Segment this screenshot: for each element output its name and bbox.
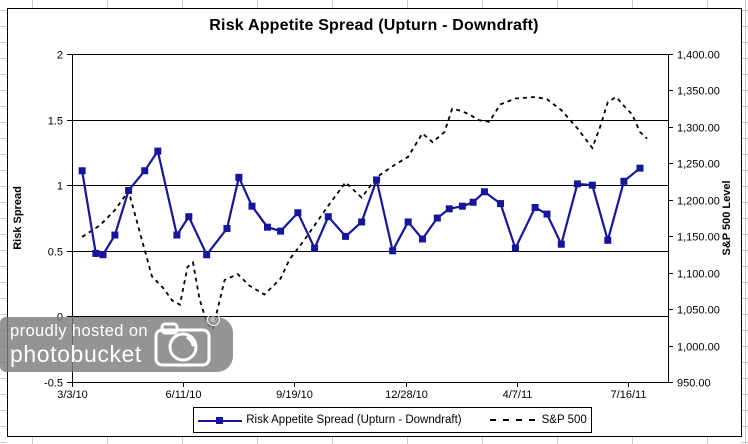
svg-text:1,050.00: 1,050.00 — [677, 305, 720, 317]
svg-text:12/28/10: 12/28/10 — [385, 389, 428, 401]
svg-text:1,250.00: 1,250.00 — [677, 159, 720, 171]
chart-frame — [7, 8, 742, 437]
chart-title: Risk Appetite Spread (Upturn - Downdraft… — [209, 17, 539, 34]
svg-text:6/11/10: 6/11/10 — [166, 389, 202, 401]
svg-text:1,100.00: 1,100.00 — [677, 269, 720, 281]
svg-text:0.5: 0.5 — [48, 247, 63, 259]
svg-text:950.00: 950.00 — [677, 378, 711, 390]
watermark-line1: proudly hosted on — [10, 322, 148, 341]
svg-text:4/7/11: 4/7/11 — [503, 389, 533, 401]
svg-text:1,150.00: 1,150.00 — [677, 232, 720, 244]
legend: Risk Appetite Spread (Upturn - Downdraft… — [193, 407, 592, 433]
svg-text:1,000.00: 1,000.00 — [677, 342, 720, 354]
tick-labels: 21.510.50-0.51,400.001,350.001,300.001,2… — [44, 50, 720, 402]
dashed-line-icon — [489, 419, 536, 421]
legend-item-sp500: S&P 500 — [489, 414, 587, 426]
left-axis-title: Risk Spread — [12, 186, 24, 250]
photobucket-watermark: proudly hosted on photobucket ® — [0, 312, 233, 372]
svg-text:1,300.00: 1,300.00 — [677, 123, 720, 135]
data-series — [78, 95, 648, 332]
watermark-line2: photobucket — [10, 340, 142, 367]
legend-item-risk-spread: Risk Appetite Spread (Upturn - Downdraft… — [198, 414, 462, 426]
legend-label-risk-spread: Risk Appetite Spread (Upturn - Downdraft… — [246, 414, 462, 426]
right-axis-title: S&P 500 Level — [721, 180, 733, 256]
svg-text:-0.5: -0.5 — [44, 378, 63, 390]
svg-text:2: 2 — [57, 50, 63, 62]
registered-trademark-icon: ® — [206, 312, 220, 326]
svg-text:3/3/10: 3/3/10 — [57, 389, 88, 401]
svg-text:1,350.00: 1,350.00 — [677, 86, 720, 98]
camera-icon: ® — [154, 312, 220, 369]
svg-text:9/19/10: 9/19/10 — [276, 389, 313, 401]
axes-and-ticks — [67, 54, 673, 387]
svg-text:1,400.00: 1,400.00 — [677, 50, 720, 62]
solid-line-marker-icon — [198, 416, 243, 424]
svg-text:1.5: 1.5 — [48, 116, 63, 128]
watermark-text: proudly hosted on photobucket — [0, 322, 148, 367]
svg-text:1,200.00: 1,200.00 — [677, 196, 720, 208]
svg-text:1: 1 — [57, 181, 63, 193]
svg-text:7/16/11: 7/16/11 — [611, 389, 647, 401]
legend-label-sp500: S&P 500 — [541, 414, 587, 426]
